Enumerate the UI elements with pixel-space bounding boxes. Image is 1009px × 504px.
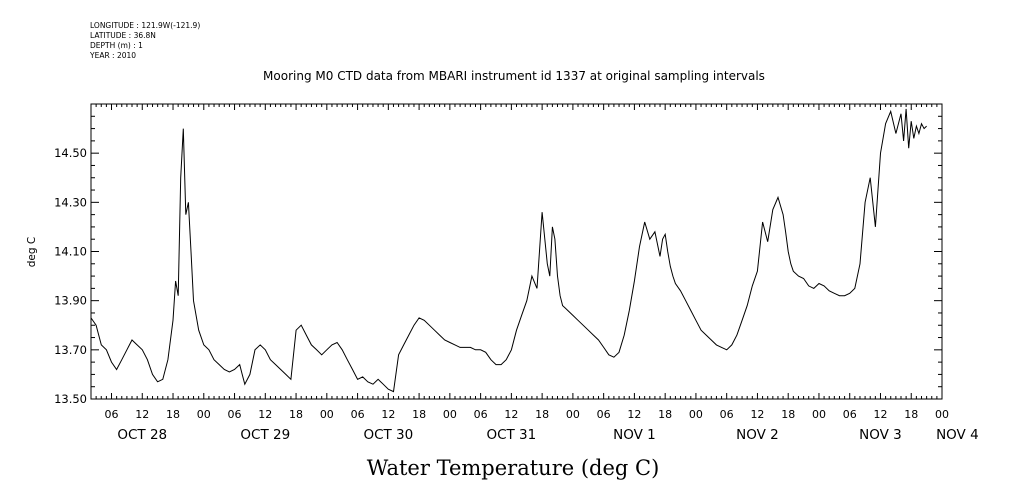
metadata-block: LONGITUDE : 121.9W(-121.9) LATITUDE : 36… xyxy=(90,21,200,61)
y-tick-label: 14.30 xyxy=(54,195,87,209)
y-tick-label: 13.70 xyxy=(54,343,87,357)
x-tick-label: 18 xyxy=(166,408,180,421)
x-tick-label: 06 xyxy=(228,408,242,421)
chart-title: Mooring M0 CTD data from MBARI instrumen… xyxy=(263,69,765,83)
x-tick-label: 06 xyxy=(720,408,734,421)
y-tick-label: 13.90 xyxy=(54,294,87,308)
x-tick-label: 12 xyxy=(258,408,272,421)
x-tick-labels: 06 12 18 00 06 12 18 00 06 12 18 00 06 12 18 00 06 12 18 00… xyxy=(105,408,949,421)
y-tick-labels: 13.50 13.70 13.90 14.10 14.30 14.50 xyxy=(54,146,87,406)
day-labels: OCT 28 OCT 29 OCT 30 OCT 31 NOV 1 NOV 2 NOV 3 N… xyxy=(117,427,978,443)
x-tick-label: 12 xyxy=(627,408,641,421)
day-label: NOV 1 xyxy=(613,427,656,443)
x-tick-label: 18 xyxy=(904,408,918,421)
temperature-series-line xyxy=(90,108,927,393)
y-axis-label: deg C xyxy=(26,237,38,267)
day-label: OCT 29 xyxy=(240,427,290,443)
longitude-text: LONGITUDE : 121.9W(-121.9) xyxy=(90,21,201,30)
x-tick-label: 18 xyxy=(535,408,549,421)
x-tick-label: 06 xyxy=(597,408,611,421)
x-tick-label: 12 xyxy=(750,408,764,421)
x-tick-label: 06 xyxy=(843,408,857,421)
latitude-text: LATITUDE : 36.8N xyxy=(90,31,156,40)
x-tick-label: 00 xyxy=(197,408,211,421)
plot-frame xyxy=(90,103,943,400)
y-tick-label: 13.50 xyxy=(54,392,87,406)
x-tick-label: 06 xyxy=(105,408,119,421)
day-label: OCT 28 xyxy=(117,427,167,443)
x-tick-label: 12 xyxy=(381,408,395,421)
y-tick-label: 14.50 xyxy=(54,146,87,160)
x-tick-label: 12 xyxy=(504,408,518,421)
x-tick-label: 00 xyxy=(566,408,580,421)
day-label: NOV 4 xyxy=(936,427,979,443)
x-tick-label: 00 xyxy=(935,408,949,421)
year-text: YEAR : 2010 xyxy=(90,51,137,60)
day-label: NOV 3 xyxy=(859,427,902,443)
x-tick-label: 12 xyxy=(873,408,887,421)
x-tick-label: 00 xyxy=(812,408,826,421)
x-axis-label: Water Temperature (deg C) xyxy=(367,456,660,480)
x-tick-label: 00 xyxy=(320,408,334,421)
x-tick-label: 00 xyxy=(443,408,457,421)
x-tick-label: 00 xyxy=(689,408,703,421)
y-tick-label: 14.10 xyxy=(54,245,87,259)
x-tick-label: 18 xyxy=(658,408,672,421)
x-tick-label: 06 xyxy=(351,408,365,421)
day-label: OCT 31 xyxy=(486,427,536,443)
x-tick-label: 18 xyxy=(781,408,795,421)
x-tick-label: 18 xyxy=(412,408,426,421)
day-label: NOV 2 xyxy=(736,427,779,443)
x-tick-label: 18 xyxy=(289,408,303,421)
axis-ticks xyxy=(90,103,943,400)
day-label: OCT 30 xyxy=(363,427,413,443)
x-tick-label: 12 xyxy=(135,408,149,421)
depth-text: DEPTH (m) : 1 xyxy=(90,41,143,50)
x-tick-label: 06 xyxy=(474,408,488,421)
